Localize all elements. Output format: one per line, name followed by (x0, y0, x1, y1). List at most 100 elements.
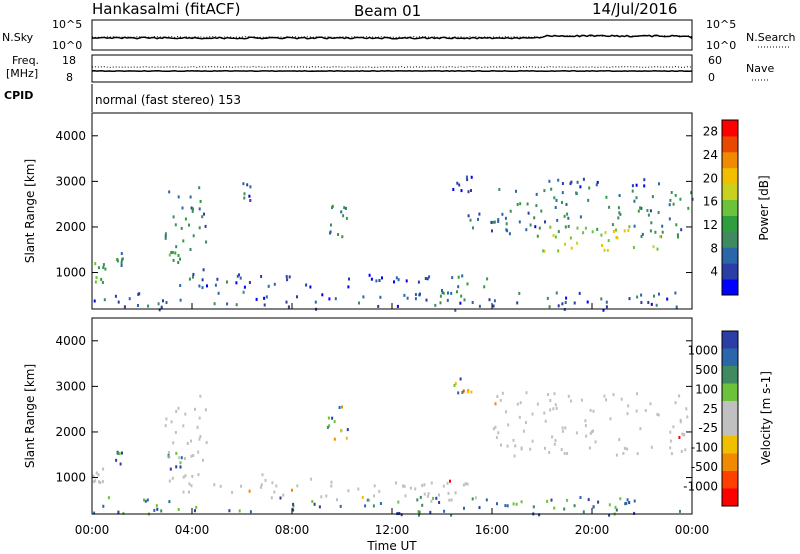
velocity-cell (95, 471, 98, 475)
power-cell (640, 301, 643, 304)
nave-top-tick: 60 (708, 54, 722, 67)
velocity-cell (414, 487, 417, 491)
power-cell (175, 245, 178, 249)
power-cell (242, 290, 245, 294)
power-cell (137, 304, 139, 307)
velocity-colorbar-label: Velocity [m s-1] (759, 371, 773, 465)
velocity-cell (656, 412, 659, 416)
power-cell (309, 285, 312, 289)
velocity-heatmap (92, 377, 689, 517)
power-cell (188, 223, 190, 227)
x-tick-label: 20:00 (575, 523, 610, 537)
velocity-colorbar-swatch (722, 348, 738, 367)
velocity-cell (213, 483, 216, 487)
velocity-cell (494, 425, 497, 429)
velocity-cell (184, 474, 187, 478)
station-title: Hankasalmi (fitACF) (92, 0, 240, 18)
power-cell (452, 188, 455, 191)
power-cell (314, 300, 317, 304)
power-colorbar-label: Power [dB] (757, 175, 771, 240)
power-cell (651, 195, 654, 199)
power-cell (518, 291, 521, 295)
velocity-cell (670, 452, 673, 456)
velocity-cell (330, 484, 333, 488)
power-cell (596, 227, 599, 231)
velocity-cell (470, 390, 473, 394)
velocity-colorbar-tick: -25 (698, 421, 718, 435)
velocity-cell (582, 510, 585, 514)
power-cell (623, 229, 626, 233)
velocity-cell (423, 492, 426, 496)
power-colorbar-swatch (722, 247, 738, 264)
velocity-cell (190, 439, 192, 443)
velocity-cell (555, 406, 558, 410)
velocity-cell (624, 502, 627, 506)
velocity-cell (170, 420, 173, 424)
velocity-cell (678, 394, 681, 398)
power-cell (602, 308, 605, 312)
power-cell (579, 185, 582, 189)
power-cell (605, 195, 608, 199)
power-cell (171, 250, 174, 254)
velocity-cell (336, 498, 338, 502)
power-cell (677, 235, 679, 239)
power-cell (605, 305, 608, 309)
velocity-cell (271, 481, 274, 485)
velocity-cell (499, 399, 502, 402)
power-cell (120, 252, 123, 255)
velocity-cell (311, 500, 314, 503)
power-cell (654, 230, 657, 234)
power-cell (403, 293, 406, 297)
velocity-cell (536, 402, 539, 406)
power-cell (633, 224, 636, 228)
power-cell (643, 178, 646, 182)
velocity-cell (325, 494, 328, 498)
power-cell (426, 277, 429, 281)
power-cell (379, 295, 382, 299)
power-cell (497, 220, 500, 223)
velocity-cell (292, 508, 295, 512)
velocity-cell (462, 389, 465, 393)
velocity-cell (592, 429, 594, 433)
power-cell (588, 186, 591, 190)
velocity-colorbar-tick: -500 (691, 460, 718, 474)
power-cell (535, 204, 538, 208)
power-cell (628, 297, 631, 301)
velocity-colorbar-swatch (722, 418, 738, 437)
velocity-cell (459, 377, 462, 381)
velocity-cell (615, 508, 618, 512)
velocity-cell (531, 439, 534, 443)
power-cell (344, 206, 347, 210)
velocity-cell (554, 403, 557, 407)
x-tick-label: 08:00 (275, 523, 310, 537)
y-tick-label: 2000 (55, 425, 86, 439)
power-cell (529, 223, 532, 227)
power-cell (395, 276, 398, 280)
velocity-cell (644, 409, 647, 412)
velocity-colorbar-tick: 500 (695, 363, 718, 377)
velocity-cell (202, 458, 204, 462)
velocity-cell (429, 510, 432, 514)
velocity-cell (118, 452, 121, 456)
nsky-bottom-tick: 10^0 (52, 39, 82, 52)
velocity-cell (190, 454, 193, 458)
velocity-colorbar-frame (721, 330, 739, 507)
velocity-cell (672, 425, 675, 429)
velocity-cell (609, 417, 612, 421)
power-cell (405, 279, 408, 283)
velocity-cell (605, 398, 608, 402)
power-colorbar-swatch (722, 215, 738, 232)
velocity-cell (467, 390, 470, 394)
power-cell (101, 281, 104, 284)
velocity-cell (417, 510, 420, 514)
velocity-cell (430, 481, 433, 485)
velocity-cell (543, 411, 546, 415)
power-cell (428, 275, 431, 279)
velocity-cell (650, 445, 653, 449)
power-cell (627, 228, 630, 232)
power-cell (557, 178, 560, 182)
velocity-cell (454, 491, 457, 495)
velocity-cell (561, 426, 564, 430)
power-cell (640, 206, 643, 210)
velocity-colorbar-swatch (722, 401, 738, 419)
